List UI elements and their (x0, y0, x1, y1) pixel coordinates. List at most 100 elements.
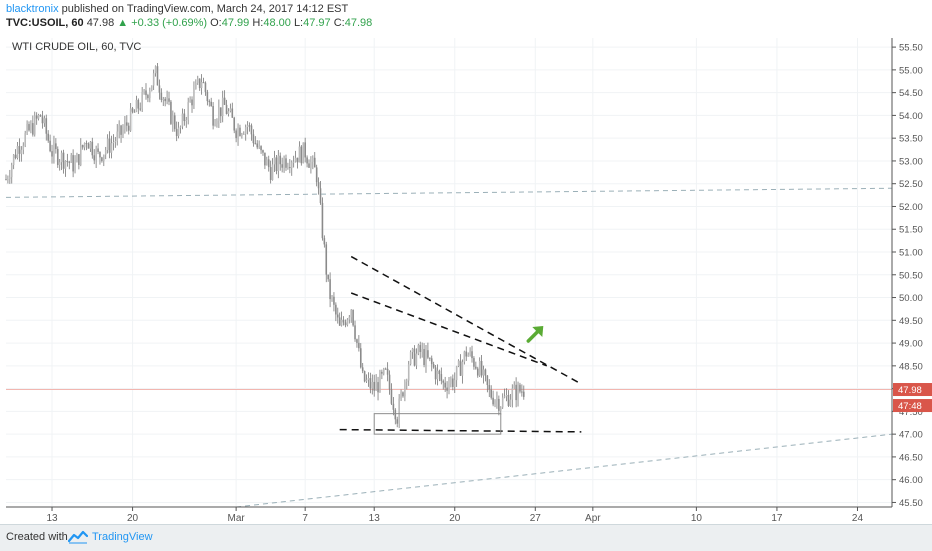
candle (427, 342, 429, 360)
candle-body (503, 396, 506, 398)
candle-body (246, 125, 249, 128)
candle-body (103, 154, 105, 162)
symbol-info: TVC:USOIL, 60 47.98 ▲ +0.33 (+0.69%) O:4… (6, 17, 372, 29)
candle (22, 142, 25, 155)
candle-body (206, 91, 209, 102)
candle-body (156, 66, 159, 86)
candle-body (196, 78, 199, 83)
candle-body (227, 111, 230, 114)
candle (509, 393, 512, 407)
candle (438, 369, 441, 382)
candle-body (494, 400, 496, 405)
candle-body (325, 244, 328, 275)
candle (340, 311, 343, 327)
candle-body (336, 314, 339, 318)
candle (191, 96, 193, 113)
candle-body (346, 319, 349, 326)
candle (436, 364, 439, 386)
candle-body (452, 378, 454, 387)
candle-body (465, 351, 468, 357)
candle (9, 169, 11, 184)
candle (141, 86, 143, 112)
price-tick-label: 46.50 (899, 452, 923, 463)
candle (476, 366, 479, 378)
candle-body (244, 127, 247, 134)
candle-body (85, 142, 88, 144)
candle (39, 114, 42, 117)
close-label: C: (333, 17, 345, 29)
candle (505, 388, 508, 402)
candle (287, 162, 289, 170)
price-chart[interactable]: WTI CRUDE OIL, 60, TVC 45.50 46.00 46.50 47.… (0, 32, 932, 524)
candle (233, 116, 236, 134)
candle-body (239, 127, 241, 136)
candle (241, 132, 243, 139)
candle-body (404, 381, 406, 397)
candle (421, 342, 423, 358)
candle (70, 152, 73, 163)
candle-body (438, 370, 441, 375)
candle (212, 102, 214, 130)
candle-body (277, 155, 280, 172)
candle-body (394, 409, 397, 420)
candle-body (513, 384, 516, 389)
candle-body (198, 78, 201, 89)
candle-body (369, 378, 372, 389)
candle-body (292, 161, 295, 163)
candle-body (448, 383, 450, 391)
candle (43, 115, 46, 127)
candle-body (296, 157, 299, 163)
candle-body (382, 368, 385, 374)
candle (404, 379, 406, 402)
candle-body (108, 138, 111, 153)
candle-body (158, 85, 161, 93)
candle (308, 159, 310, 169)
candle-body (469, 351, 471, 355)
candle-body (407, 364, 410, 381)
candle (127, 122, 130, 135)
candle (221, 90, 224, 123)
candle-body (20, 149, 23, 154)
candle (336, 307, 339, 324)
symbol-label: TVC:USOIL, 60 (6, 17, 84, 29)
candle (267, 155, 270, 172)
price-tick-label: 50.50 (899, 270, 923, 281)
candle (315, 164, 318, 187)
price-tick-label: 48.50 (899, 361, 923, 372)
candle-body (139, 108, 142, 110)
candle-body (298, 146, 301, 163)
candle-body (515, 384, 517, 401)
candle (33, 111, 36, 137)
candle-body (348, 317, 351, 320)
candle-body (350, 309, 352, 318)
candle-body (7, 179, 9, 181)
time-tick-label: 7 (302, 513, 308, 524)
author-link[interactable]: blacktronix (6, 3, 59, 15)
price-tick-label: 51.00 (899, 248, 923, 259)
candle (256, 140, 259, 150)
candle (283, 155, 285, 173)
candle-body (256, 143, 259, 148)
candle-body (285, 158, 287, 168)
candle (519, 382, 521, 394)
candle-body (202, 82, 205, 84)
candle-body (53, 143, 55, 157)
candle (429, 357, 431, 362)
candle-body (216, 120, 218, 125)
candle-body (62, 152, 65, 169)
candle (277, 149, 280, 179)
chart-title: WTI CRUDE OIL, 60, TVC (12, 41, 141, 53)
candle (480, 355, 483, 378)
candle-body (231, 108, 234, 118)
time-tick-label: Mar (228, 513, 246, 524)
candle-body (475, 366, 477, 369)
tradingview-link[interactable]: TradingView (92, 531, 153, 543)
candle (465, 346, 468, 361)
candle (317, 177, 320, 195)
candle-body (264, 152, 266, 166)
candle (390, 383, 393, 406)
candle-body (219, 107, 222, 117)
candle-body (442, 380, 445, 383)
candle (258, 140, 260, 150)
trend-line-2 (350, 255, 582, 385)
